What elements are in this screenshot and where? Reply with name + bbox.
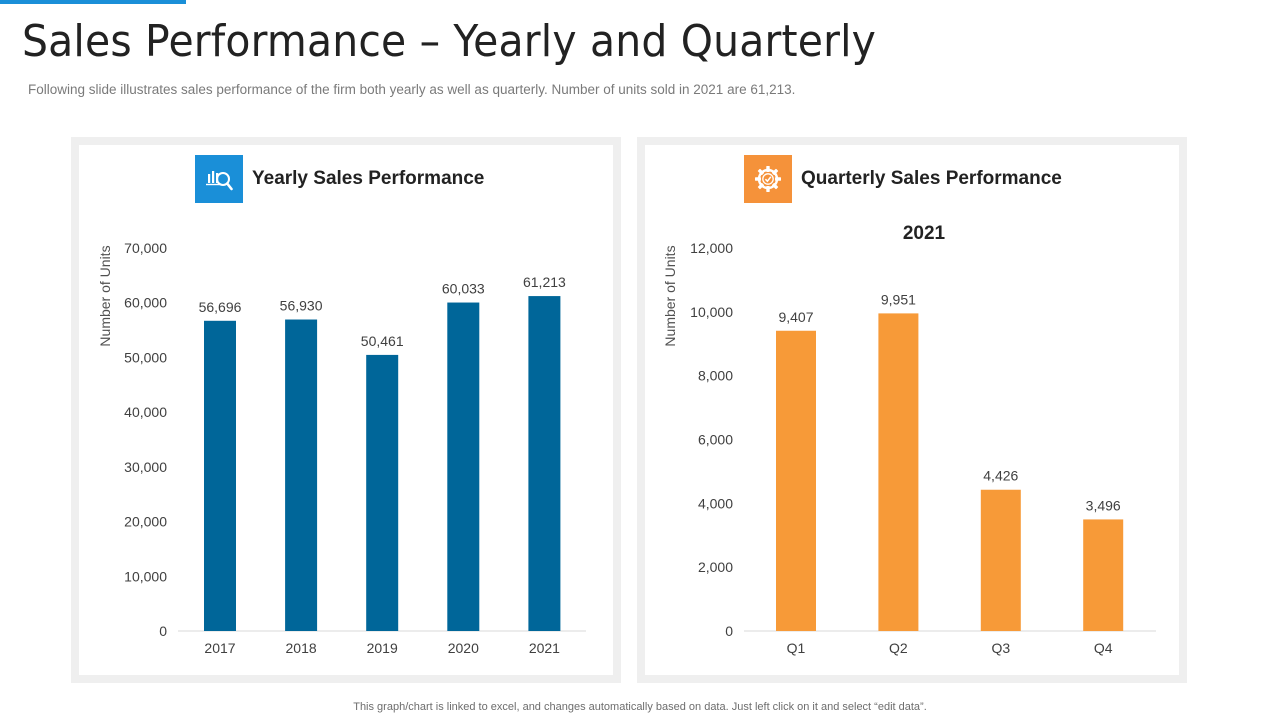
chart-magnifier-icon [195, 155, 243, 203]
yearly-bar [447, 302, 480, 631]
yearly-x-tick-label: 2021 [529, 640, 560, 656]
yearly-bar-value-label: 56,696 [199, 299, 242, 315]
yearly-y-tick-label: 50,000 [124, 349, 167, 365]
yearly-y-tick-label: 0 [159, 623, 167, 639]
accent-bar [0, 0, 186, 4]
quarterly-y-tick-label: 10,000 [690, 304, 733, 320]
yearly-bar [204, 320, 236, 631]
gear-icon [744, 155, 792, 203]
quarterly-panel-heading: Quarterly Sales Performance [801, 168, 1062, 189]
footer-note: This graph/chart is linked to excel, and… [353, 701, 927, 713]
yearly-y-tick-label: 60,000 [124, 295, 167, 311]
yearly-x-tick-label: 2019 [367, 640, 398, 656]
yearly-bar [528, 296, 561, 631]
quarterly-bar-value-label: 4,426 [983, 468, 1018, 484]
yearly-x-tick-label: 2020 [448, 640, 479, 656]
yearly-y-tick-label: 30,000 [124, 459, 167, 475]
yearly-bar-value-label: 56,930 [280, 298, 323, 314]
quarterly-chart-title: 2021 [903, 223, 946, 244]
quarterly-bar [878, 313, 919, 631]
yearly-bar-value-label: 60,033 [442, 281, 485, 297]
quarterly-y-tick-label: 4,000 [698, 495, 733, 511]
quarterly-x-tick-label: Q1 [787, 640, 806, 656]
quarterly-bar-value-label: 3,496 [1086, 497, 1121, 513]
yearly-bar-value-label: 50,461 [361, 333, 404, 349]
yearly-y-tick-label: 40,000 [124, 404, 167, 420]
quarterly-bar-value-label: 9,951 [881, 291, 916, 307]
quarterly-x-tick-label: Q3 [991, 640, 1010, 656]
yearly-y-tick-label: 20,000 [124, 514, 167, 530]
yearly-panel: Yearly Sales Performance [71, 137, 621, 683]
quarterly-y-tick-label: 8,000 [698, 368, 733, 384]
yearly-bar-value-label: 61,213 [523, 274, 566, 290]
quarterly-x-tick-label: Q2 [889, 640, 908, 656]
yearly-bar [366, 354, 399, 631]
quarterly-x-tick-label: Q4 [1094, 640, 1113, 656]
quarterly-y-tick-label: 12,000 [690, 240, 733, 256]
quarterly-bar [980, 489, 1021, 631]
quarterly-y-tick-label: 6,000 [698, 432, 733, 448]
yearly-y-axis-title: Number of Units [97, 245, 113, 346]
slide-title: Sales Performance – Yearly and Quarterly [22, 16, 877, 67]
quarterly-bar [1083, 519, 1124, 631]
quarterly-panel-header: Quarterly Sales Performance [744, 155, 1062, 203]
quarterly-y-tick-label: 0 [725, 623, 733, 639]
quarterly-bar [776, 330, 816, 631]
yearly-x-tick-label: 2017 [204, 640, 235, 656]
yearly-x-tick-label: 2018 [286, 640, 317, 656]
yearly-panel-card: Yearly Sales Performance [79, 145, 613, 675]
yearly-panel-heading: Yearly Sales Performance [252, 168, 485, 189]
slide-subtitle: Following slide illustrates sales perfor… [28, 82, 796, 97]
yearly-bar [285, 319, 318, 631]
quarterly-y-axis-title: Number of Units [662, 245, 678, 346]
yearly-y-tick-label: 10,000 [124, 568, 167, 584]
quarterly-y-tick-label: 2,000 [698, 559, 733, 575]
yearly-panel-header: Yearly Sales Performance [195, 155, 484, 203]
quarterly-bar-value-label: 9,407 [778, 309, 813, 325]
yearly-y-tick-label: 70,000 [124, 240, 167, 256]
